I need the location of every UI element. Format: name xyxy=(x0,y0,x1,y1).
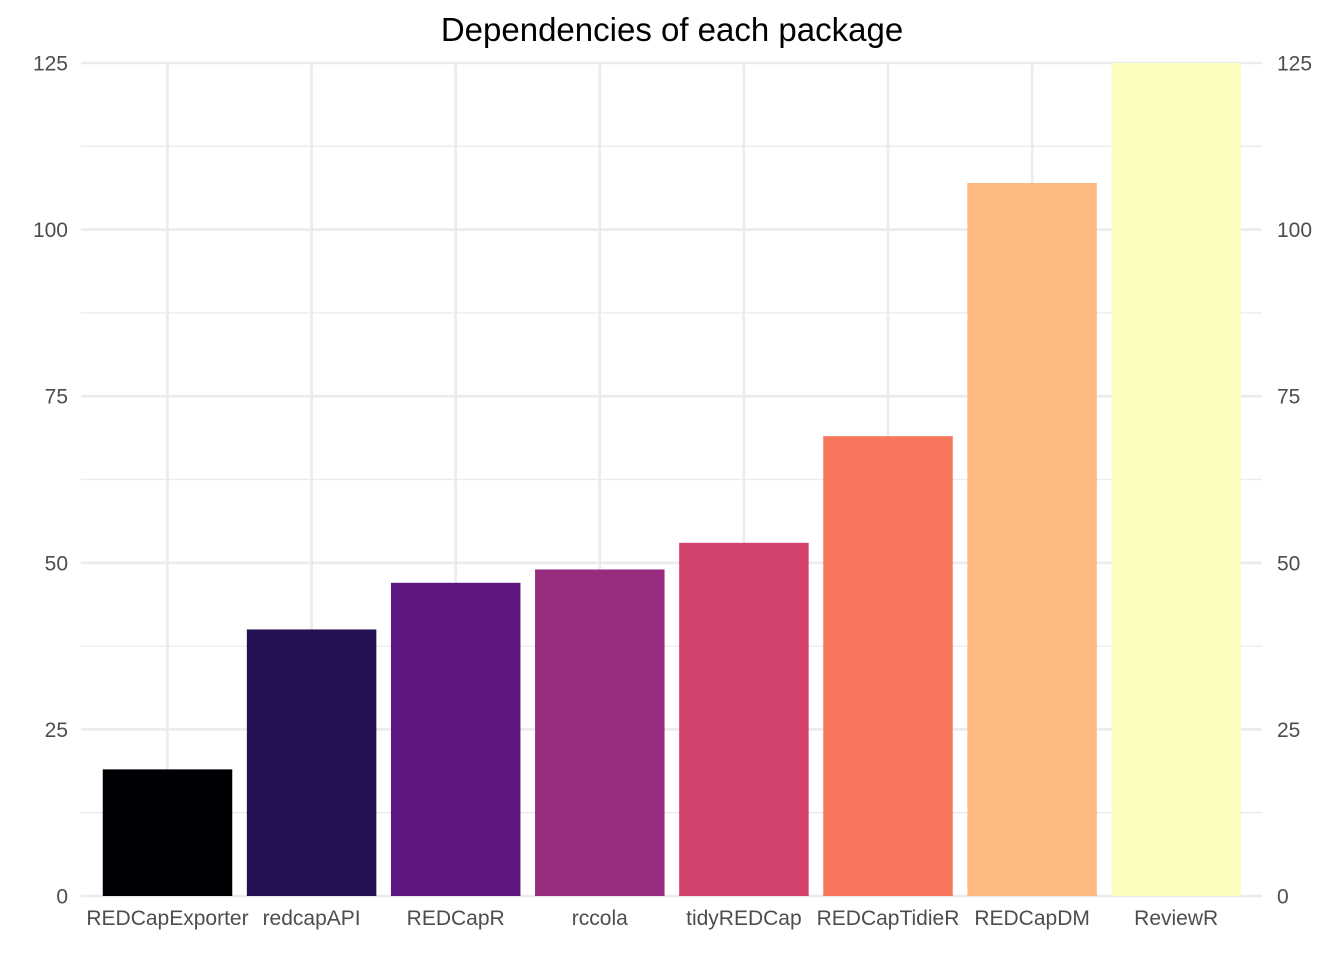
bars xyxy=(102,63,1241,896)
x-tick-label: ReviewR xyxy=(1134,907,1218,930)
x-tick-label: REDCapTidieR xyxy=(817,907,960,930)
bar-ReviewR xyxy=(1111,63,1241,896)
chart-title: Dependencies of each package xyxy=(441,11,903,48)
y-tick-label-left: 125 xyxy=(33,53,68,76)
bar-tidyREDCap xyxy=(679,542,809,896)
x-tick-label: REDCapR xyxy=(407,907,505,930)
y-tick-label-right: 75 xyxy=(1277,386,1300,409)
bar-REDCapDM xyxy=(967,182,1097,896)
bar-REDCapR xyxy=(390,582,521,896)
y-axis-right: 0 25 50 75 100 125 xyxy=(1277,53,1312,909)
y-tick-label-left: 0 xyxy=(56,886,68,909)
y-tick-label-right: 25 xyxy=(1277,719,1300,742)
x-axis: REDCapExporter redcapAPI REDCapR rccola tidy… xyxy=(86,907,1218,930)
bar-REDCapTidieR xyxy=(823,436,953,896)
y-tick-label-left: 50 xyxy=(45,552,68,575)
y-axis-left: 0 25 50 75 100 125 xyxy=(33,53,68,909)
y-tick-label-right: 125 xyxy=(1277,53,1312,76)
y-tick-label-right: 0 xyxy=(1277,886,1289,909)
x-tick-label: tidyREDCap xyxy=(686,907,802,930)
bar-redcapAPI xyxy=(246,629,377,896)
x-tick-label: rccola xyxy=(572,907,628,930)
y-tick-label-right: 50 xyxy=(1277,552,1300,575)
y-tick-label-left: 75 xyxy=(45,386,68,409)
bar-REDCapExporter xyxy=(102,769,233,896)
y-tick-label-left: 100 xyxy=(33,219,68,242)
x-tick-label: REDCapDM xyxy=(974,907,1090,930)
x-tick-label: REDCapExporter xyxy=(86,907,248,930)
y-tick-label-right: 100 xyxy=(1277,219,1312,242)
bar-rccola xyxy=(535,569,665,896)
y-tick-label-left: 25 xyxy=(45,719,68,742)
x-tick-label: redcapAPI xyxy=(263,907,361,930)
